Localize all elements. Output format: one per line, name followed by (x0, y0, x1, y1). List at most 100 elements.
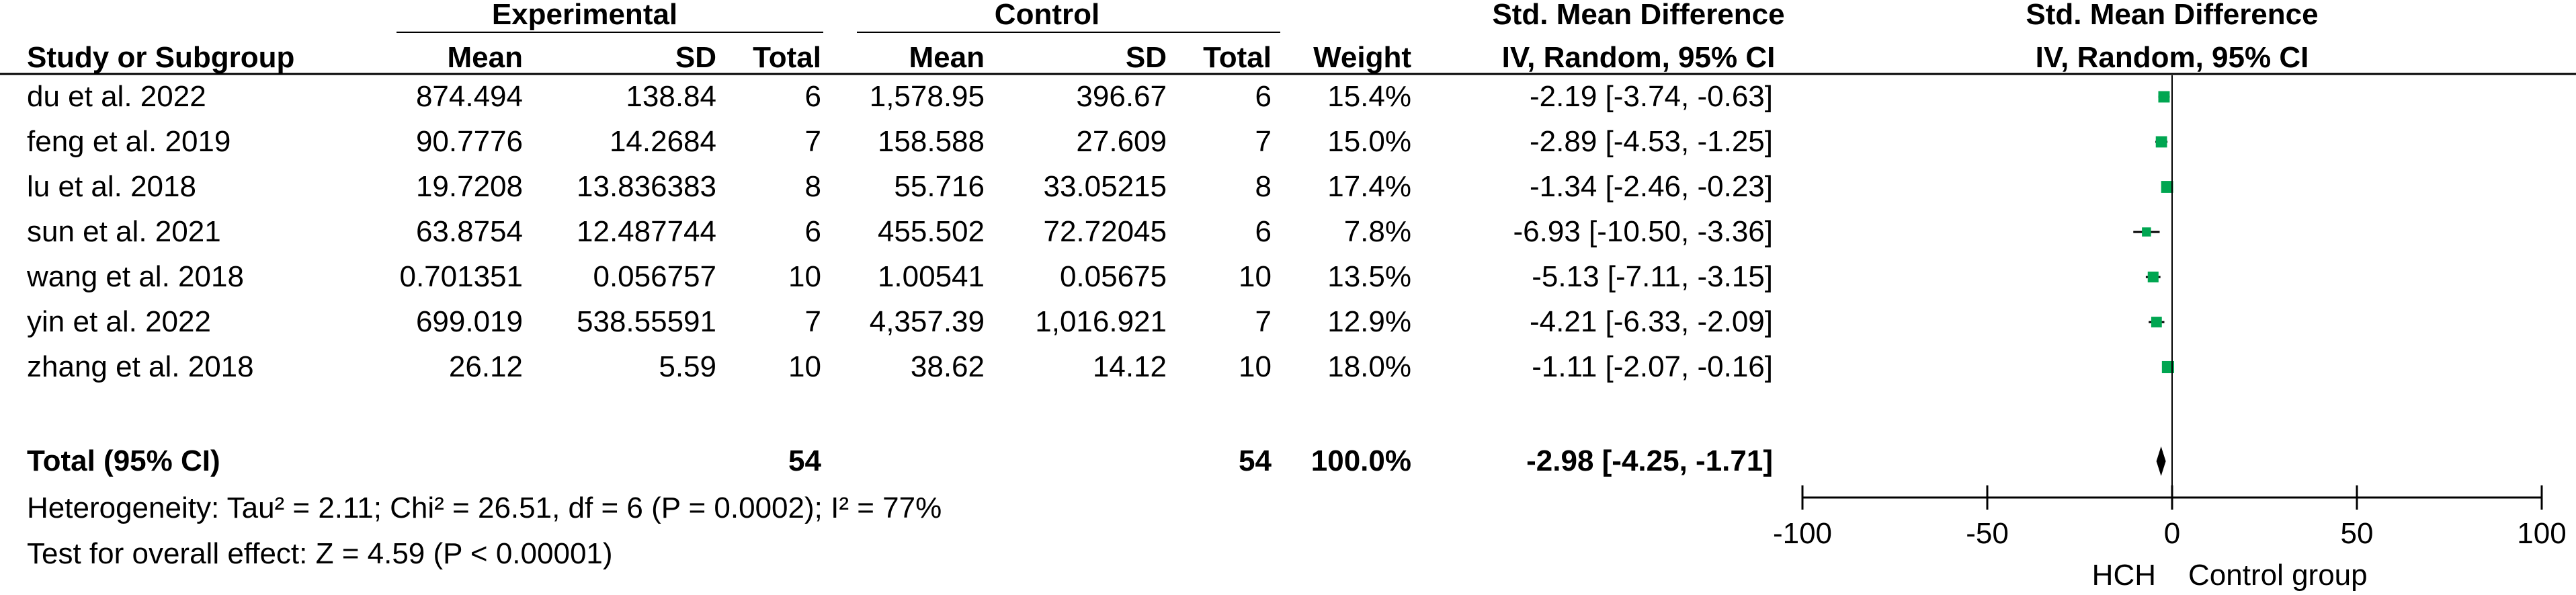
axis-tick-label: 50 (2341, 517, 2374, 550)
col-plot-ci: IV, Random, 95% CI (2036, 41, 2309, 74)
row-exp-sd: 14.2684 (610, 125, 716, 158)
row-ctl-mean: 158.588 (878, 125, 985, 158)
row-exp-total: 8 (805, 170, 821, 203)
row-ctl-sd: 1,016.921 (1035, 305, 1167, 338)
study-marker (2142, 227, 2151, 237)
row-ctl-total: 8 (1255, 170, 1272, 203)
row-exp-mean: 26.12 (449, 350, 523, 383)
col-weight: Weight (1313, 41, 1411, 74)
row-ctl-mean: 1.00541 (878, 260, 985, 293)
axis-left-label: HCH (2092, 559, 2156, 592)
row-weight: 18.0% (1327, 350, 1411, 383)
overall-effect-text: Test for overall effect: Z = 4.59 (P < 0… (27, 537, 613, 570)
row-ctl-sd: 33.05215 (1043, 170, 1167, 203)
axis-tick-label: -100 (1773, 517, 1832, 550)
row-exp-mean: 699.019 (416, 305, 523, 338)
row-exp-mean: 874.494 (416, 80, 523, 113)
row-exp-mean: 63.8754 (416, 215, 523, 248)
study-marker (2158, 91, 2170, 103)
row-ctl-total: 10 (1239, 260, 1272, 293)
row-ci: -2.89 [-4.53, -1.25] (1530, 125, 1773, 158)
col-study: Study or Subgroup (27, 41, 294, 74)
row-ctl-total: 10 (1239, 350, 1272, 383)
header-smd: Std. Mean Difference (1492, 0, 1784, 31)
row-ctl-mean: 455.502 (878, 215, 985, 248)
total-ci-text: -2.98 [-4.25, -1.71] (1526, 444, 1773, 477)
col-ctl-sd: SD (1126, 41, 1167, 74)
study-marker (2151, 317, 2162, 327)
row-weight: 15.4% (1327, 80, 1411, 113)
axis-tick-label: -50 (1966, 517, 2009, 550)
row-weight: 13.5% (1327, 260, 1411, 293)
row-ctl-mean: 1,578.95 (870, 80, 985, 113)
row-exp-total: 7 (805, 125, 821, 158)
row-ctl-total: 7 (1255, 125, 1272, 158)
col-ci: IV, Random, 95% CI (1502, 41, 1776, 74)
row-exp-sd: 138.84 (626, 80, 716, 113)
study-marker (2161, 360, 2174, 374)
total-exp-total: 54 (788, 444, 821, 477)
row-ci: -1.34 [-2.46, -0.23] (1530, 170, 1773, 203)
row-exp-mean: 19.7208 (416, 170, 523, 203)
row-ci: -4.21 [-6.33, -2.09] (1530, 305, 1773, 338)
row-exp-total: 7 (805, 305, 821, 338)
plot-marks (2133, 75, 2174, 498)
row-ci: -6.93 [-10.50, -3.36] (1513, 215, 1773, 248)
row-weight: 12.9% (1327, 305, 1411, 338)
row-exp-total: 10 (788, 260, 821, 293)
row-ctl-total: 6 (1255, 80, 1272, 113)
row-ctl-mean: 38.62 (911, 350, 985, 383)
row-ci: -5.13 [-7.11, -3.15] (1532, 260, 1773, 293)
header-plot-smd: Std. Mean Difference (2026, 0, 2318, 31)
x-axis: -100 -50 0 50 100 (1773, 485, 2567, 550)
row-exp-total: 6 (805, 215, 821, 248)
study-marker (2161, 181, 2173, 193)
study-marker (2147, 271, 2159, 283)
total-weight: 100.0% (1311, 444, 1411, 477)
row-exp-total: 10 (788, 350, 821, 383)
row-ctl-total: 7 (1255, 305, 1272, 338)
row-exp-mean: 0.701351 (399, 260, 523, 293)
total-ctl-total: 54 (1239, 444, 1272, 477)
row-exp-sd: 12.487744 (577, 215, 716, 248)
col-exp-sd: SD (675, 41, 716, 74)
col-ctl-total: Total (1203, 41, 1272, 74)
col-exp-total: Total (753, 41, 821, 74)
row-ctl-sd: 396.67 (1076, 80, 1167, 113)
row-study: lu et al. 2018 (27, 170, 196, 203)
header-control: Control (995, 0, 1099, 31)
row-exp-sd: 13.836383 (577, 170, 716, 203)
row-exp-sd: 538.55591 (577, 305, 716, 338)
study-rows: du et al. 2022 874.494 138.84 6 1,578.95 396.… (26, 80, 1773, 477)
row-ctl-total: 6 (1255, 215, 1272, 248)
row-exp-total: 6 (805, 80, 821, 113)
row-ctl-sd: 0.05675 (1060, 260, 1167, 293)
row-ci: -1.11 [-2.07, -0.16] (1532, 350, 1773, 383)
row-study: sun et al. 2021 (27, 215, 221, 248)
col-ctl-mean: Mean (909, 41, 985, 74)
row-exp-sd: 5.59 (659, 350, 716, 383)
axis-tick-label: 0 (2164, 517, 2180, 550)
row-weight: 7.8% (1344, 215, 1411, 248)
row-study: yin et al. 2022 (27, 305, 211, 338)
row-study: feng et al. 2019 (27, 125, 231, 158)
row-study: wang et al. 2018 (26, 260, 244, 293)
row-weight: 15.0% (1327, 125, 1411, 158)
row-study: du et al. 2022 (27, 80, 206, 113)
row-ctl-mean: 4,357.39 (870, 305, 985, 338)
axis-tick-label: 100 (2517, 517, 2566, 550)
pooled-diamond (2156, 446, 2166, 476)
row-exp-sd: 0.056757 (593, 260, 716, 293)
col-exp-mean: Mean (448, 41, 523, 74)
row-ctl-sd: 27.609 (1076, 125, 1167, 158)
axis-right-label: Control group (2188, 559, 2368, 592)
row-ctl-sd: 14.12 (1093, 350, 1167, 383)
heterogeneity-text: Heterogeneity: Tau² = 2.11; Chi² = 26.51… (27, 491, 942, 524)
row-ctl-sd: 72.72045 (1043, 215, 1167, 248)
header-experimental: Experimental (492, 0, 677, 31)
row-weight: 17.4% (1327, 170, 1411, 203)
total-label: Total (95% CI) (27, 444, 220, 477)
row-ci: -2.19 [-3.74, -0.63] (1530, 80, 1773, 113)
